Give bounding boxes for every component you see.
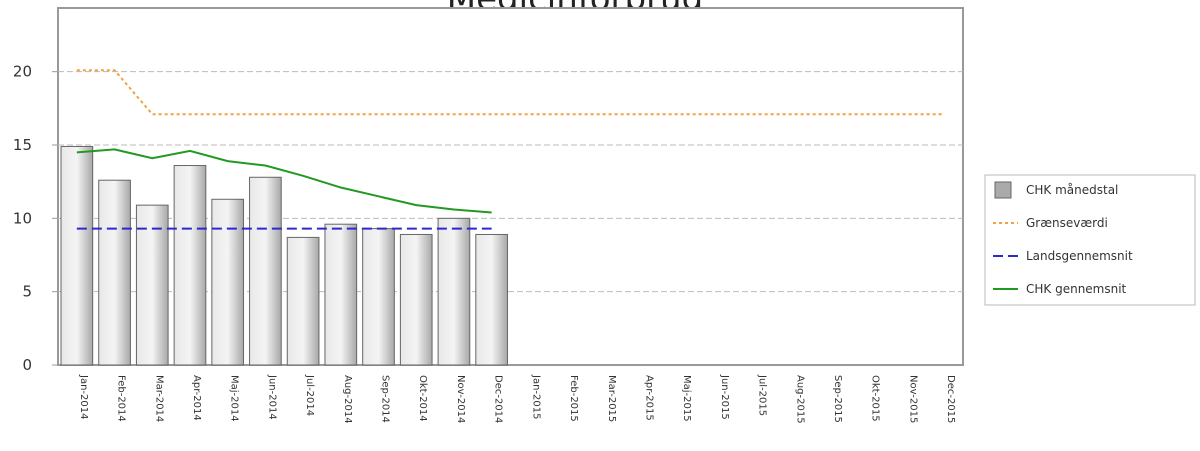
y-tick-label: 10 (13, 209, 32, 227)
x-tick-label: Feb-2015 (568, 375, 579, 422)
legend (984, 174, 1196, 306)
y-tick-label: 5 (22, 283, 32, 301)
x-tick-label: Jul-2015 (757, 374, 768, 416)
bar (362, 228, 395, 366)
x-tick-label: Okt-2015 (870, 375, 881, 422)
x-tick-label: Apr-2015 (643, 375, 654, 421)
bar (60, 145, 94, 366)
x-tick-label: Jul-2014 (304, 374, 315, 416)
x-tick-label: Jan-2014 (78, 374, 89, 419)
x-tick-label: Mar-2014 (153, 375, 164, 422)
bar (475, 233, 508, 366)
legend-swatch (994, 181, 1012, 199)
x-tick-label: Mar-2015 (606, 375, 617, 422)
bar (98, 179, 131, 366)
bar (324, 223, 358, 366)
y-tick-label: 0 (22, 356, 32, 374)
x-tick-label: Jan-2015 (530, 374, 541, 419)
bar (399, 233, 433, 366)
bar (249, 176, 282, 366)
x-tick-label: Feb-2014 (116, 375, 127, 422)
x-tick-label: Aug-2015 (794, 375, 805, 424)
x-tick-label: Nov-2015 (907, 375, 918, 423)
x-tick-label: Jun-2014 (266, 374, 277, 420)
legend-label: Grænseværdi (1026, 216, 1108, 230)
x-tick-label: Dec-2015 (945, 375, 956, 423)
x-tick-label: Sep-2014 (380, 375, 391, 423)
x-tick-label: Okt-2014 (417, 375, 428, 422)
line-series (76, 148, 492, 214)
bar (437, 217, 471, 366)
x-tick-label: Aug-2014 (342, 375, 353, 424)
bar (135, 204, 169, 366)
x-tick-label: Sep-2015 (832, 375, 843, 423)
x-tick-label: Nov-2014 (455, 375, 466, 423)
bar (173, 165, 207, 366)
legend-label: Landsgennemsnit (1026, 249, 1133, 263)
bar (211, 198, 245, 366)
x-tick-label: Apr-2014 (191, 375, 202, 421)
y-tick-label: 15 (13, 136, 32, 154)
legend-label: CHK månedstal (1026, 183, 1118, 197)
x-tick-label: Maj-2015 (681, 375, 692, 422)
x-tick-label: Jun-2015 (719, 374, 730, 420)
legend-label: CHK gennemsnit (1026, 282, 1127, 296)
line-series (76, 69, 945, 116)
plot-area (57, 7, 964, 366)
bar (286, 236, 320, 366)
x-tick-label: Dec-2014 (493, 375, 504, 423)
x-tick-label: Maj-2014 (229, 375, 240, 422)
y-tick-label: 20 (13, 63, 32, 81)
